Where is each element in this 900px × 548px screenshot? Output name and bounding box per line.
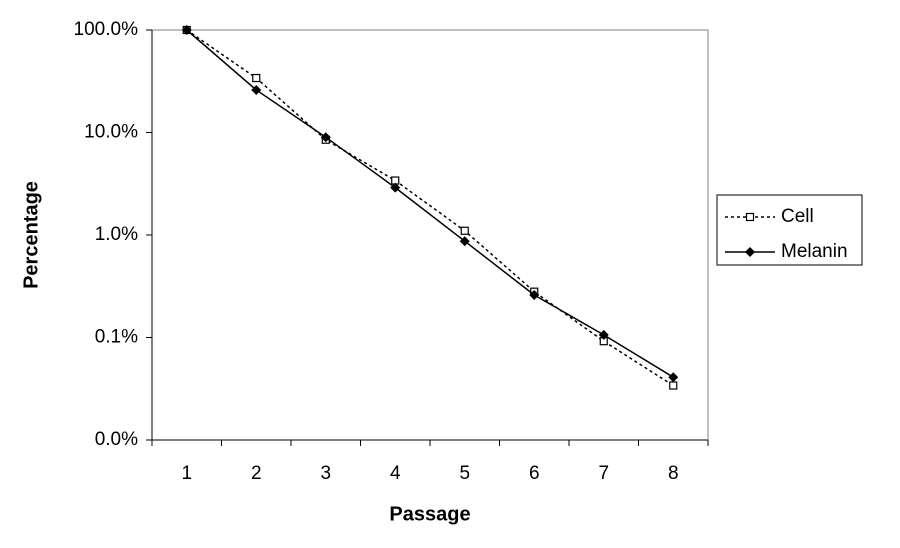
x-tick-label: 8	[668, 463, 679, 484]
x-tick-label: 5	[459, 463, 470, 484]
data-point	[181, 25, 192, 35]
series-line	[186, 29, 674, 378]
y-tick-label: 0.0%	[95, 429, 138, 450]
x-tick-label: 2	[251, 463, 262, 484]
series-line	[186, 29, 674, 387]
data-point	[459, 236, 470, 247]
y-tick-label: 1.0%	[95, 224, 138, 245]
data-point	[598, 329, 609, 340]
x-tick-label: 1	[181, 463, 192, 484]
data-point	[320, 132, 331, 143]
legend-label: Melanin	[781, 241, 848, 262]
data-point	[669, 381, 678, 390]
data-point	[251, 84, 262, 95]
data-point	[390, 182, 401, 193]
y-tick-label: 100.0%	[74, 19, 139, 40]
data-point	[529, 289, 540, 300]
legend-marker	[745, 212, 755, 222]
x-tick-label: 4	[390, 463, 401, 484]
data-point	[252, 73, 261, 83]
legend-box	[716, 194, 863, 266]
plot-area	[151, 29, 709, 441]
x-axis-title: Passage	[389, 503, 470, 525]
y-axis-title: Percentage	[20, 181, 42, 289]
x-tick-label: 7	[598, 463, 609, 484]
y-tick-label: 10.0%	[84, 122, 138, 143]
y-tick-label: 0.1%	[95, 327, 138, 348]
data-point	[668, 372, 679, 383]
x-tick-label: 6	[529, 463, 540, 484]
legend-marker	[745, 247, 755, 257]
x-tick-label: 3	[320, 463, 331, 484]
data-point	[460, 226, 469, 235]
legend-label: Cell	[781, 206, 814, 227]
